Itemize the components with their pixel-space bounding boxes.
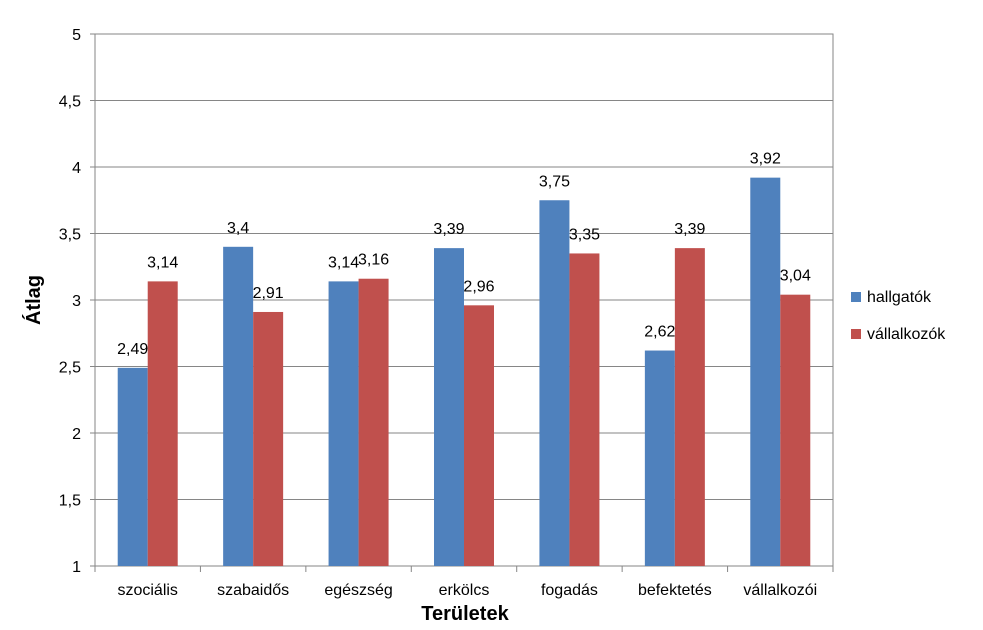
x-tick-label: befektetés (638, 582, 712, 599)
y-axis-title: Átlag (22, 275, 45, 325)
bars (117, 177, 811, 567)
y-tick-label: 5 (72, 27, 81, 44)
legend-label: vállalkozók (867, 326, 946, 343)
data-label: 3,16 (358, 252, 389, 269)
data-label: 3,4 (227, 220, 249, 237)
legend-swatch (851, 329, 861, 339)
data-label: 3,92 (750, 151, 781, 168)
x-axis-ticks: szociális szabaidős egészség erkölcs fogadás… (94, 566, 834, 599)
data-label: 3,04 (780, 268, 811, 285)
data-label: 2,96 (463, 278, 494, 295)
y-tick-label: 1 (72, 559, 81, 576)
x-axis-title: Területek (421, 603, 509, 625)
x-tick-label: erkölcs (439, 582, 490, 599)
bar-hallgatok-1 (223, 246, 254, 567)
bar-vallalkozok-2 (358, 278, 389, 566)
bar-vallalkozok-4 (569, 253, 600, 566)
bar-hallgatok-2 (328, 281, 359, 566)
data-label: 2,49 (117, 341, 148, 358)
bar-hallgatok-6 (750, 177, 781, 566)
bar-hallgatok-3 (434, 248, 464, 566)
bar-vallalkozok-5 (674, 248, 705, 566)
legend-swatch (851, 292, 861, 302)
data-label: 2,91 (253, 285, 284, 302)
data-label: 3,75 (539, 173, 570, 190)
x-tick-label: vállalkozói (743, 582, 817, 599)
data-label: 3,14 (147, 254, 178, 271)
data-label: 3,39 (674, 221, 705, 238)
y-tick-label: 2,5 (59, 360, 81, 377)
bar-hallgatok-0 (117, 367, 148, 566)
x-tick-label: fogadás (541, 582, 598, 599)
y-tick-label: 4 (72, 160, 81, 177)
y-tick-label: 3 (72, 293, 81, 310)
y-tick-label: 1,5 (59, 493, 81, 510)
y-axis-ticks: 1 1,5 2 2,5 3 3,5 4 4,5 5 (59, 27, 95, 576)
data-label: 3,35 (569, 226, 600, 243)
x-tick-label: szociális (117, 582, 177, 599)
legend-label: hallgatók (867, 289, 932, 306)
y-tick-label: 3,5 (59, 227, 81, 244)
bar-vallalkozok-6 (780, 294, 811, 566)
data-label: 2,62 (644, 324, 675, 341)
data-label: 3,39 (433, 221, 464, 238)
data-labels: 2,493,143,42,913,143,163,392,963,753,352… (117, 151, 811, 358)
legend: hallgatók vállalkozók (851, 289, 946, 343)
bar-vallalkozok-1 (253, 311, 284, 566)
x-tick-label: egészség (324, 582, 393, 599)
bar-vallalkozok-0 (147, 281, 178, 566)
x-tick-label: szabaidős (217, 582, 289, 599)
y-tick-label: 2 (72, 426, 81, 443)
bar-vallalkozok-3 (464, 305, 494, 566)
bar-hallgatok-4 (539, 200, 570, 566)
y-tick-label: 4,5 (59, 94, 81, 111)
bar-hallgatok-5 (644, 350, 675, 566)
data-label: 3,14 (328, 254, 359, 271)
